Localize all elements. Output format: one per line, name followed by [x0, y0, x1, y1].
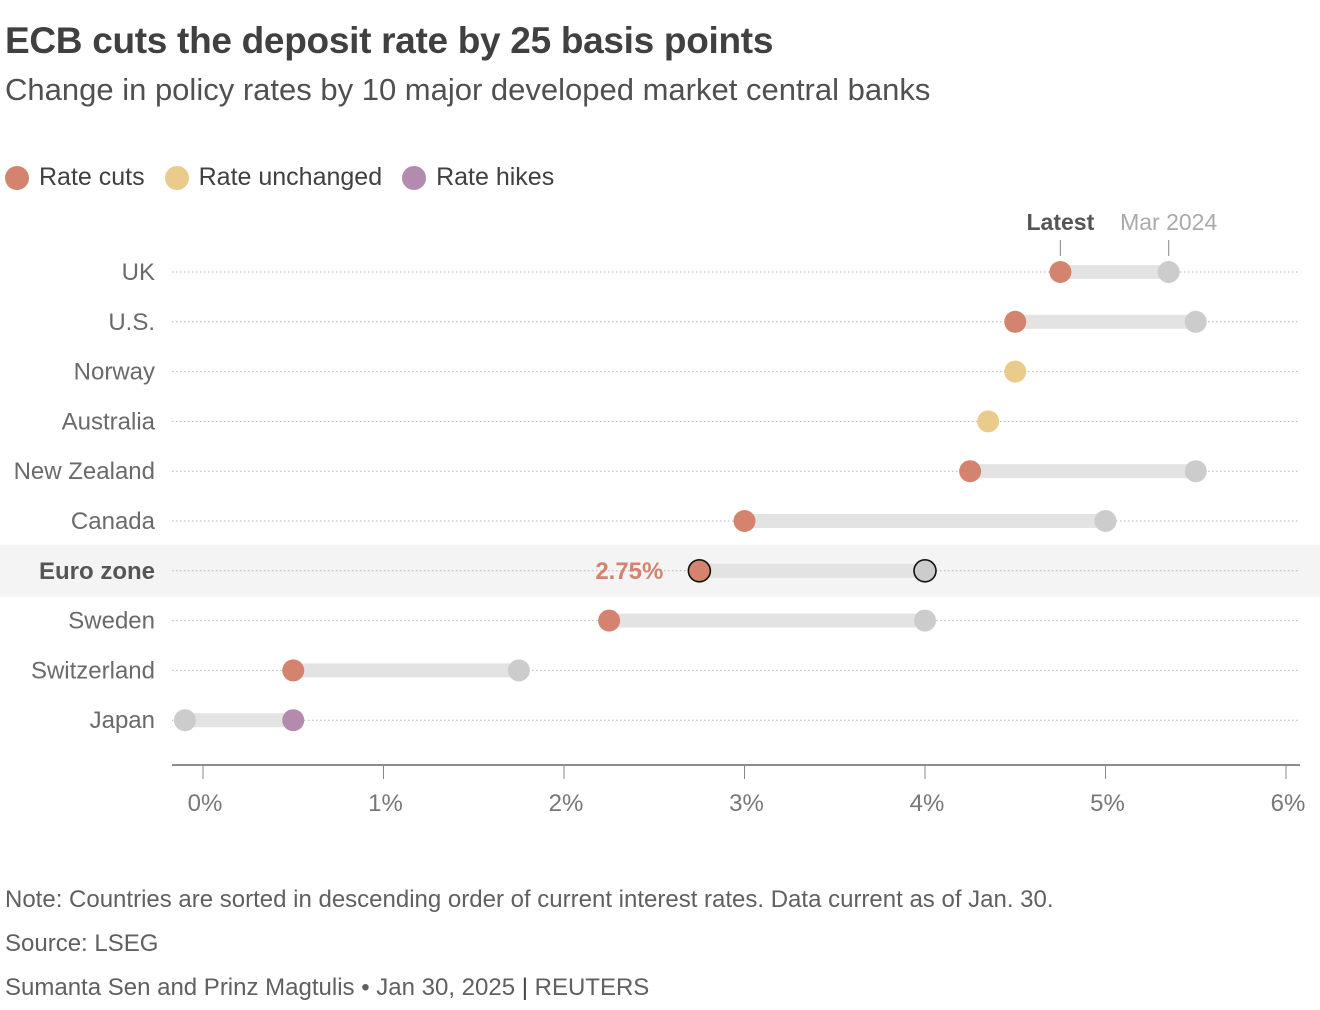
- previous-dot-canada: [1094, 510, 1117, 532]
- legend-swatch-unchanged: [164, 165, 189, 190]
- range-bar-u-s: [1015, 314, 1196, 329]
- range-bar-uk: [1060, 265, 1169, 279]
- latest-dot-uk: [1049, 261, 1072, 283]
- footer-byline: Sumanta Sen and Prinz Magtulis • Jan 30,…: [5, 974, 516, 1001]
- highlight-value-label: 2.75%: [595, 558, 663, 585]
- country-label-u-s: U.S.: [108, 309, 155, 336]
- footer-credits: Sumanta Sen and Prinz Magtulis • Jan 30,…: [5, 974, 649, 1002]
- dumbbell-chart: Latest Mar 2024 UK U.S. Norway Australia New Z…: [0, 209, 1320, 817]
- country-label-uk: UK: [122, 259, 155, 286]
- country-label-euro-zone: Euro zone: [39, 558, 155, 585]
- legend: Rate cuts Rate unchanged Rate hikes: [5, 163, 574, 192]
- previous-dot-euro-zone: [913, 558, 937, 583]
- range-bar-canada: [744, 514, 1106, 528]
- country-label-sweden: Sweden: [68, 608, 155, 635]
- x-tick-label-1: 1%: [368, 790, 403, 817]
- previous-series-label: Mar 2024: [1120, 209, 1217, 235]
- range-bar-switzerland: [293, 663, 519, 678]
- footer-brand: REUTERS: [534, 974, 650, 1001]
- range-bar-euro-zone: [699, 563, 925, 578]
- previous-dot-japan: [173, 709, 196, 732]
- latest-dot-sweden: [598, 609, 621, 632]
- x-tick-label-0: 0%: [188, 790, 223, 817]
- footer-divider: |: [521, 974, 528, 1001]
- country-label-new-zealand: New Zealand: [14, 458, 155, 485]
- previous-dot-uk: [1157, 261, 1180, 283]
- footer-source: Source: LSEG: [5, 930, 159, 957]
- chart-subtitle: Change in policy rates by 10 major devel…: [5, 72, 931, 107]
- previous-dot-sweden: [914, 609, 936, 632]
- legend-label-unchanged: Rate unchanged: [198, 163, 383, 191]
- country-label-switzerland: Switzerland: [31, 657, 155, 684]
- legend-item-rate-unchanged: Rate unchanged: [164, 163, 383, 192]
- previous-dot-new-zealand: [1184, 460, 1207, 483]
- legend-label-hikes: Rate hikes: [436, 163, 555, 191]
- latest-dot-japan: [282, 709, 305, 732]
- legend-item-rate-cuts: Rate cuts: [5, 163, 145, 192]
- country-label-japan: Japan: [90, 707, 155, 734]
- latest-dot-switzerland: [282, 659, 305, 682]
- latest-series-label: Latest: [1027, 209, 1095, 235]
- country-label-norway: Norway: [74, 359, 155, 386]
- latest-dot-canada: [733, 510, 756, 532]
- legend-swatch-cuts: [5, 165, 29, 190]
- legend-item-rate-hikes: Rate hikes: [402, 163, 554, 192]
- footer-note: Note: Countries are sorted in descending…: [5, 886, 1054, 913]
- chart-title: ECB cuts the deposit rate by 25 basis po…: [5, 20, 774, 61]
- previous-dot-switzerland: [507, 659, 530, 682]
- legend-label-cuts: Rate cuts: [39, 163, 145, 191]
- x-tick-label-6: 6%: [1271, 790, 1306, 817]
- latest-dot-new-zealand: [959, 460, 982, 483]
- x-tick-label-2: 2%: [549, 790, 584, 817]
- country-label-australia: Australia: [62, 408, 156, 435]
- latest-dot-u-s: [1004, 310, 1027, 333]
- legend-swatch-hikes: [402, 165, 427, 190]
- country-label-canada: Canada: [71, 508, 156, 535]
- x-tick-label-4: 4%: [910, 790, 945, 817]
- latest-dot-euro-zone: [687, 558, 712, 583]
- range-bar-japan: [184, 713, 294, 728]
- previous-dot-u-s: [1184, 310, 1207, 333]
- x-tick-label-5: 5%: [1090, 790, 1125, 817]
- range-bar-new-zealand: [970, 464, 1196, 479]
- range-bar-sweden: [609, 613, 925, 628]
- latest-dot-australia: [977, 410, 1000, 433]
- latest-dot-norway: [1004, 360, 1027, 383]
- x-tick-label-3: 3%: [729, 790, 764, 817]
